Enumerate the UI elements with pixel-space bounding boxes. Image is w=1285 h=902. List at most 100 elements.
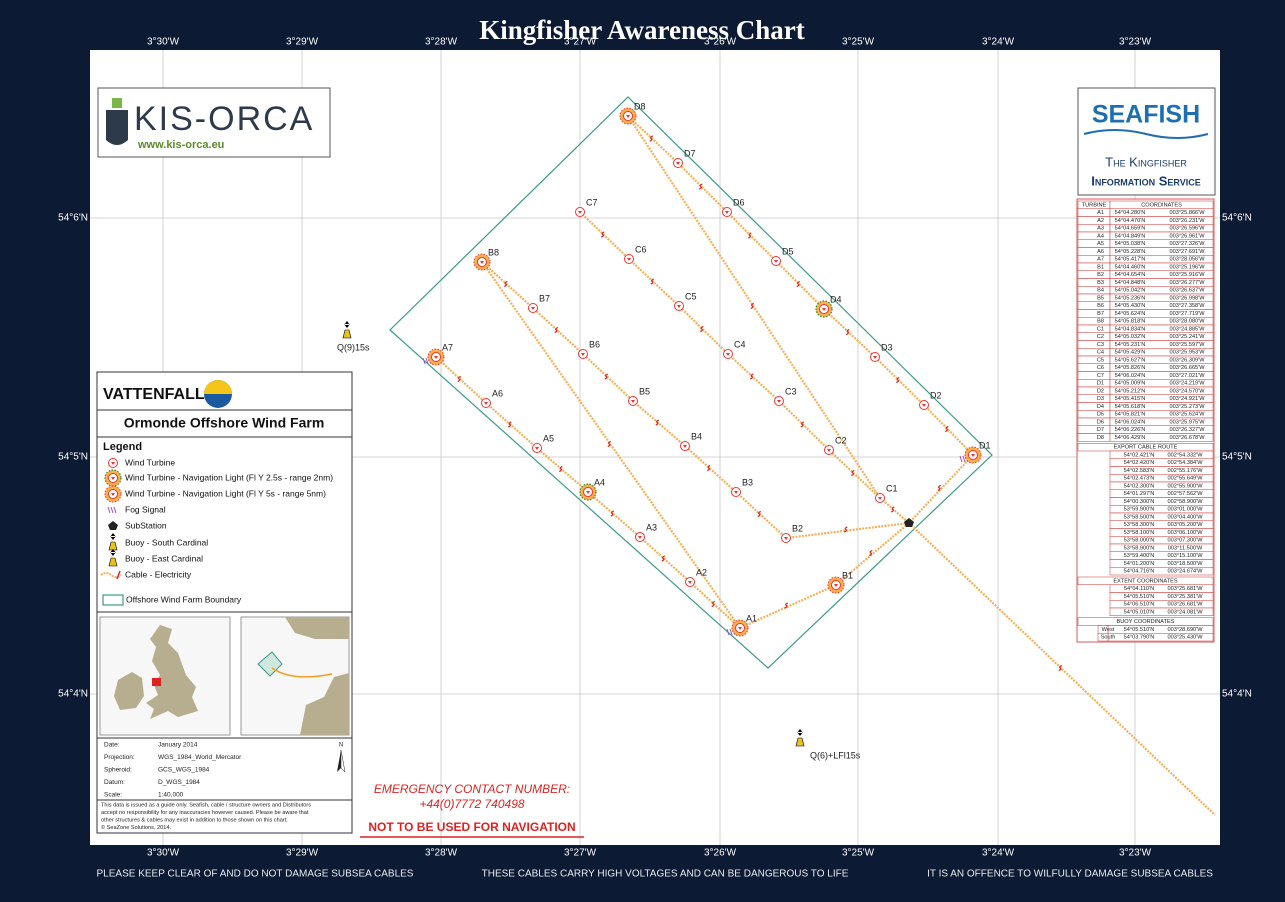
- cable-marker: [649, 135, 654, 142]
- longitude-label: 3°27'W: [564, 37, 597, 48]
- table-lon: 003°11.500'W: [1168, 545, 1203, 551]
- turbine-blades: [725, 211, 729, 214]
- north-arrow-half: [340, 749, 346, 773]
- table-lon: 003°25.916'W: [1169, 272, 1205, 278]
- table-lat: 54°05.042'N: [1115, 288, 1146, 294]
- table-header: BUOY COORDINATES: [1117, 619, 1175, 625]
- turbine-label: B5: [639, 386, 650, 396]
- longitude-label: 3°27'W: [564, 848, 597, 859]
- longitude-label: 3°29'W: [286, 848, 319, 859]
- longitude-label: 3°24'W: [982, 37, 1015, 48]
- longitude-label: 3°23'W: [1119, 848, 1152, 859]
- table-lon: 003°26.309'W: [1169, 357, 1205, 363]
- turbine-blades: [434, 356, 438, 359]
- cable-marker: [706, 464, 711, 472]
- info-value: GCS_WGS_1984: [158, 767, 210, 774]
- table-cell: [1077, 255, 1111, 264]
- cable: [785, 521, 910, 540]
- table-lat: 54°05.231'N: [1115, 342, 1146, 348]
- legend-boundary: [102, 594, 124, 606]
- table-lon: 003°05.200'W: [1167, 522, 1203, 528]
- table-lat: 54°06.429'N: [1115, 435, 1146, 441]
- turbine-blades: [111, 477, 115, 480]
- longitude-label: 3°26'W: [704, 37, 737, 48]
- emergency-line: +44(0)7772 740498: [419, 797, 524, 811]
- turbine-blades: [688, 581, 692, 584]
- turbine-blades: [531, 307, 535, 310]
- table-lon: 003°26.678'W: [1169, 435, 1205, 441]
- turbine-blades: [111, 493, 115, 496]
- info-key: Datum:: [104, 779, 125, 786]
- cable-marker: [784, 602, 789, 609]
- table-lon: 003°28.690'W: [1167, 627, 1203, 633]
- turbine-blades: [834, 584, 838, 587]
- table-lat: 54°04.659'N: [1115, 226, 1146, 232]
- table-label: A4: [1097, 233, 1104, 239]
- table-cell: [1077, 309, 1111, 318]
- table-label: A3: [1097, 226, 1104, 232]
- table-cell: [1077, 402, 1111, 411]
- cable-marker: [604, 373, 609, 380]
- table-lon: 003°25.273'W: [1169, 404, 1205, 410]
- legend-fog: [107, 506, 117, 514]
- turbine-label: D5: [782, 246, 794, 256]
- kisorca-name: KIS-ORCA: [134, 100, 314, 138]
- turbine-blades: [581, 353, 585, 356]
- legend-substation: [108, 521, 118, 530]
- cable-marker: [800, 421, 805, 428]
- turbine-label: A4: [594, 477, 605, 487]
- table-lat: 54°05.212'N: [1115, 388, 1146, 394]
- turbine-label: D1: [979, 440, 991, 450]
- info-value: January 2014: [158, 742, 198, 749]
- table-lon: 002°58.900'W: [1167, 499, 1203, 505]
- table-label: B7: [1097, 311, 1104, 317]
- table-label: D4: [1097, 404, 1104, 410]
- seafish-banner: [1082, 92, 1211, 140]
- table-lon: 003°25.975'W: [1169, 419, 1205, 425]
- table-lon: 003°26.665'W: [1169, 365, 1205, 371]
- info-key: Date:: [104, 742, 120, 749]
- emergency-line: EMERGENCY CONTACT NUMBER:: [374, 782, 570, 796]
- legend-title: Legend: [103, 441, 142, 453]
- table-label: B2: [1097, 272, 1104, 278]
- inset-uk-land: [146, 625, 198, 719]
- buoy-symbol: [108, 541, 118, 551]
- longitude-label: 3°25'W: [842, 37, 875, 48]
- table-lat: 54°04.470'N: [1115, 218, 1146, 224]
- turbine-label: D2: [930, 390, 942, 400]
- table-label: B4: [1097, 288, 1104, 294]
- inset-ireland: [114, 672, 144, 710]
- turbine-blades: [676, 162, 680, 165]
- table-lon: 003°25.381'W: [1167, 594, 1203, 600]
- map-features: A1A2A3A4A5A6A7B1B2B3B4B5B6B7B8C1C2C3C4C5…: [337, 96, 1216, 816]
- table-label: C7: [1097, 373, 1104, 379]
- table-lat: 54°06.226'N: [1115, 427, 1146, 433]
- table-lat: 54°02.583'N: [1124, 468, 1155, 474]
- longitude-label: 3°26'W: [704, 848, 737, 859]
- longitude-label: 3°28'W: [425, 848, 458, 859]
- table-label: D5: [1097, 412, 1104, 418]
- cable-marker: [650, 278, 655, 285]
- cable-marker: [890, 506, 895, 513]
- disclaimer: This data is issued as a guide only. Sea…: [101, 802, 311, 808]
- table-lon: 003°26.277'W: [1169, 280, 1205, 286]
- table-lon: 003°25.430'W: [1167, 635, 1203, 641]
- latitude-label: 54°5'N: [1222, 452, 1252, 463]
- buoy-symbol: [795, 737, 805, 747]
- info-key: Projection:: [104, 754, 135, 761]
- table-cell: [1077, 216, 1111, 225]
- north-arrow: [337, 750, 341, 772]
- turbine-label: C4: [734, 339, 746, 349]
- table-label: B3: [1097, 280, 1104, 286]
- turbine-blades: [774, 260, 778, 263]
- turbine-label: C6: [635, 244, 647, 254]
- turbine-blades: [734, 491, 738, 494]
- legend-item: Fog Signal: [125, 504, 166, 514]
- table-label: D8: [1097, 435, 1104, 441]
- north-label: N: [339, 743, 343, 749]
- table-lat: 54°05.510'N: [1124, 627, 1155, 633]
- turbine-label: A5: [543, 433, 554, 443]
- turbine-label: B3: [742, 477, 753, 487]
- cable-marker: [661, 555, 666, 562]
- table-lat: 53°59.900'N: [1124, 507, 1155, 513]
